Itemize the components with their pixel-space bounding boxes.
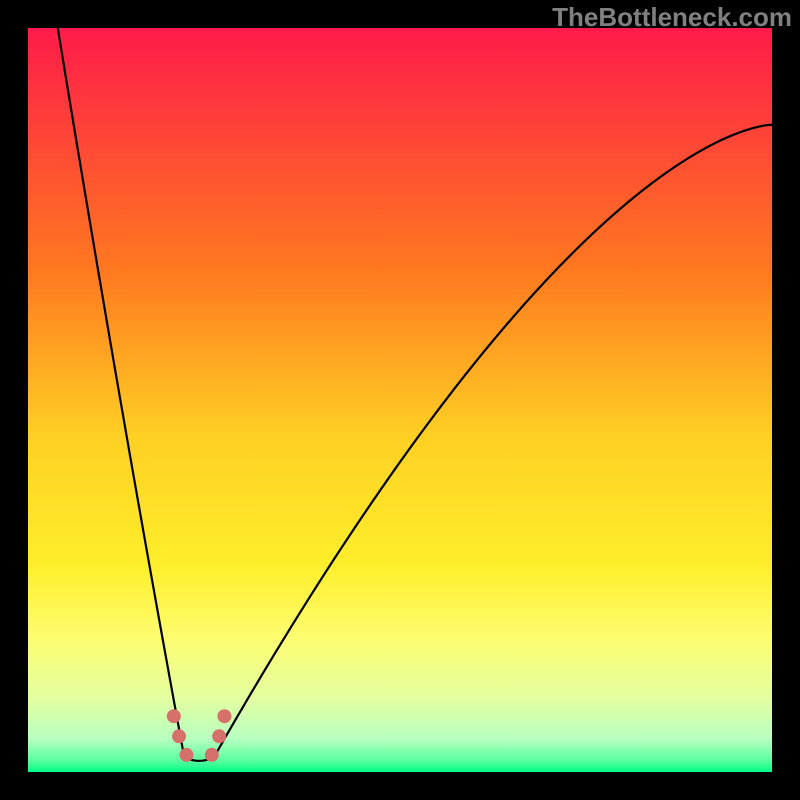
bottleneck-curve-chart <box>28 28 772 772</box>
valley-marker <box>212 729 226 743</box>
watermark-text: TheBottleneck.com <box>552 2 792 33</box>
valley-marker <box>205 748 219 762</box>
chart-frame: TheBottleneck.com <box>0 0 800 800</box>
valley-marker <box>167 709 181 723</box>
valley-marker <box>217 709 231 723</box>
valley-marker <box>179 748 193 762</box>
valley-marker <box>172 729 186 743</box>
